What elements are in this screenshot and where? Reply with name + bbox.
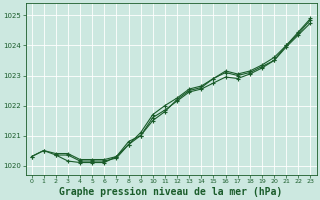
X-axis label: Graphe pression niveau de la mer (hPa): Graphe pression niveau de la mer (hPa) bbox=[60, 186, 283, 197]
